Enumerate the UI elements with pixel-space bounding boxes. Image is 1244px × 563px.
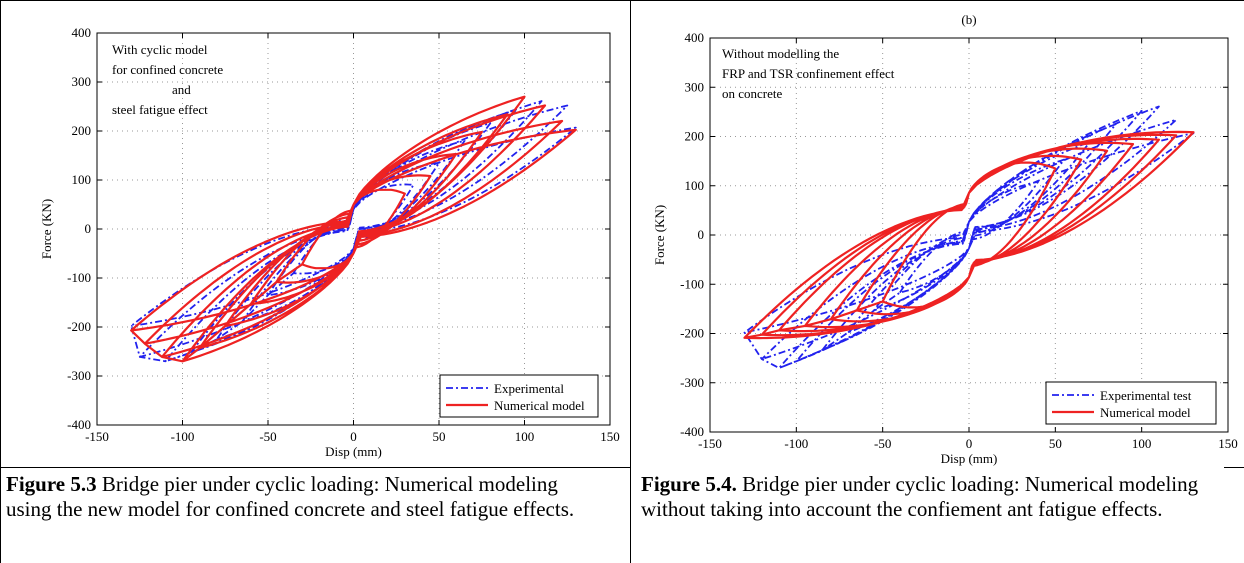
legend-entry: Experimental test <box>1100 388 1192 403</box>
series-line-numerical <box>743 130 1195 340</box>
annotation-line: Without modelling the <box>722 46 839 61</box>
y-axis-label: Force (KN) <box>39 199 54 259</box>
y-tick-label: -400 <box>67 417 91 432</box>
legend-entry: Numerical model <box>494 398 585 413</box>
series-line-experimental <box>743 105 1195 369</box>
panel-label: (b) <box>961 12 976 27</box>
legend-box <box>439 374 599 418</box>
annotation-line: on concrete <box>722 86 783 101</box>
annotation-line: FRP and TSR confinement effect <box>722 66 895 81</box>
y-tick-label: 200 <box>685 129 705 144</box>
x-tick-label: 150 <box>1218 436 1238 451</box>
y-tick-label: 300 <box>685 79 705 94</box>
table-top-border <box>0 0 1244 1</box>
x-tick-label: 0 <box>350 429 357 444</box>
x-tick-label: -100 <box>784 436 808 451</box>
y-axis-label: Force (KN) <box>652 205 667 265</box>
y-tick-label: 400 <box>72 25 92 40</box>
annotation-line: for confined concrete <box>112 62 223 77</box>
chart-left: -150 -100 -50 0 50 100 150 400 300 200 100 0 -100 -20… <box>39 25 620 459</box>
chart-panel-left: -150 -100 -50 0 50 100 150 400 300 200 100 0 -100 -20… <box>0 0 630 466</box>
y-tick-label: 0 <box>698 227 705 242</box>
y-tick-label: -300 <box>680 375 704 390</box>
x-tick-label: 150 <box>600 429 620 444</box>
table-left-border <box>0 0 1 563</box>
table-middle-border <box>630 0 631 563</box>
caption-right-text: Bridge pier under cyclic loading: Numeri… <box>641 472 1199 521</box>
x-axis-label: Disp (mm) <box>325 444 382 459</box>
y-tick-label: -200 <box>680 326 704 341</box>
caption-right: Figure 5.4. Bridge pier under cyclic loa… <box>641 472 1231 522</box>
y-tick-label: 100 <box>685 178 705 193</box>
table-row-border-left <box>0 467 630 468</box>
x-tick-label: -50 <box>259 429 276 444</box>
table-row-border-right <box>1224 467 1244 468</box>
y-tick-label: 200 <box>72 123 92 138</box>
y-tick-label: 300 <box>72 74 92 89</box>
caption-left-label: Figure 5.3 <box>6 472 97 496</box>
chart-panel-right: -150 -100 -50 0 50 100 150 400 300 200 100 0 -100 -20… <box>631 0 1244 466</box>
caption-left-text: Bridge pier under cyclic loading: Numeri… <box>6 472 575 521</box>
annotation-line: steel fatigue effect <box>112 102 208 117</box>
y-tick-label: -400 <box>680 424 704 439</box>
caption-right-label: Figure 5.4. <box>641 472 737 496</box>
x-tick-label: 50 <box>1049 436 1062 451</box>
legend-entry: Experimental <box>494 381 564 396</box>
y-tick-label: 400 <box>685 30 705 45</box>
y-tick-label: 0 <box>85 221 92 236</box>
y-tick-label: -100 <box>67 270 91 285</box>
annotation-line: and <box>172 82 191 97</box>
x-tick-label: -100 <box>171 429 195 444</box>
y-tick-label: -100 <box>680 276 704 291</box>
x-tick-label: 0 <box>966 436 973 451</box>
chart-right: -150 -100 -50 0 50 100 150 400 300 200 100 0 -100 -20… <box>652 12 1238 466</box>
x-tick-label: -150 <box>698 436 722 451</box>
legend-box <box>1045 381 1217 425</box>
x-tick-label: 100 <box>1132 436 1152 451</box>
annotation-line: With cyclic model <box>112 42 208 57</box>
series-line-numerical <box>130 95 577 363</box>
y-tick-label: -300 <box>67 368 91 383</box>
x-tick-label: 100 <box>515 429 535 444</box>
caption-left: Figure 5.3 Bridge pier under cyclic load… <box>6 472 606 522</box>
x-axis-label: Disp (mm) <box>941 451 998 466</box>
legend-entry: Numerical model <box>1100 405 1191 420</box>
x-tick-label: -50 <box>874 436 891 451</box>
y-tick-label: 100 <box>72 172 92 187</box>
x-tick-label: 50 <box>433 429 446 444</box>
y-tick-label: -200 <box>67 319 91 334</box>
x-tick-label: -150 <box>85 429 109 444</box>
